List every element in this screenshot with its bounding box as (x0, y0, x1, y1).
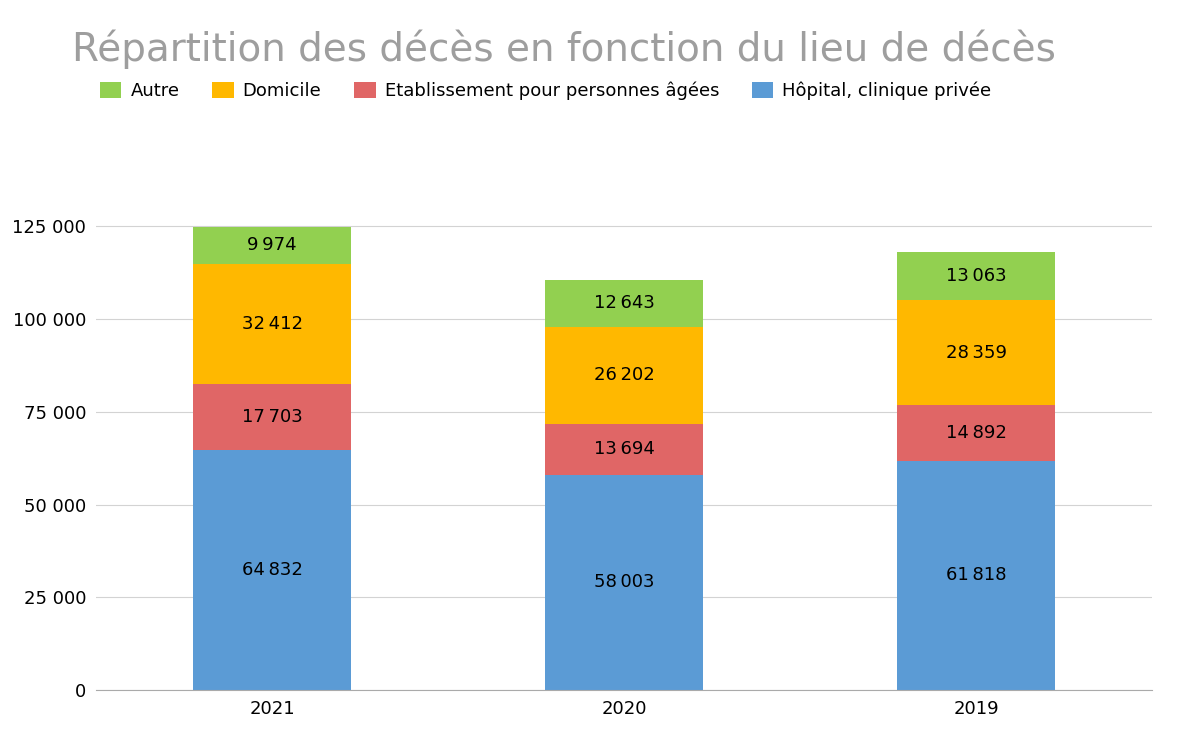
Text: 13 063: 13 063 (946, 267, 1007, 285)
Text: 13 694: 13 694 (594, 441, 654, 459)
Text: Répartition des décès en fonction du lieu de décès: Répartition des décès en fonction du lie… (72, 30, 1056, 69)
Bar (545, 424, 703, 475)
Bar (193, 226, 352, 263)
Legend: Autre, Domicile, Etablissement pour personnes âgées, Hôpital, clinique privée: Autre, Domicile, Etablissement pour pers… (100, 82, 991, 100)
Bar (193, 450, 352, 690)
Bar (896, 252, 1055, 301)
Text: 28 359: 28 359 (946, 344, 1007, 362)
Bar (896, 301, 1055, 405)
Bar (545, 327, 703, 424)
Bar (545, 280, 703, 327)
Text: 12 643: 12 643 (594, 295, 654, 312)
Text: 58 003: 58 003 (594, 574, 654, 591)
Text: 26 202: 26 202 (594, 367, 654, 384)
Text: 9 974: 9 974 (247, 236, 296, 254)
Text: 32 412: 32 412 (241, 315, 302, 332)
Bar (193, 384, 352, 450)
Text: 14 892: 14 892 (946, 424, 1007, 442)
Text: 61 818: 61 818 (946, 566, 1007, 585)
Text: 64 832: 64 832 (241, 561, 302, 579)
Bar (896, 461, 1055, 690)
Bar (545, 475, 703, 690)
Text: 17 703: 17 703 (241, 407, 302, 426)
Bar (896, 405, 1055, 461)
Bar (193, 263, 352, 384)
